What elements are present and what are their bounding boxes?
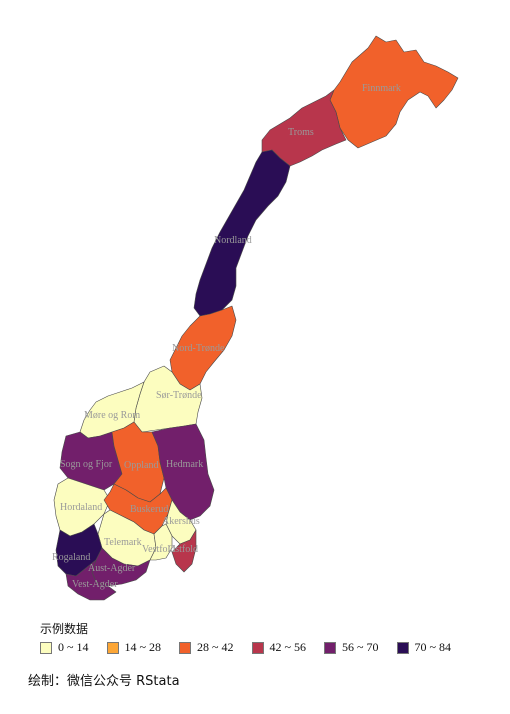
legend-swatch-3 — [179, 641, 191, 654]
legend-item-6: 70 ~ 84 — [396, 640, 452, 655]
region-label-akershus: Akershus — [162, 516, 200, 527]
region-troms — [261, 89, 347, 167]
legend-label-5: 56 ~ 70 — [342, 640, 379, 654]
region-label-vest-agder: Vest-Agder — [72, 579, 118, 590]
legend-label-6: 70 ~ 84 — [414, 640, 452, 654]
region-label-sogn-og-fjordane: Sogn og Fjor — [60, 459, 113, 470]
region-ostfold — [171, 529, 197, 573]
legend-swatch-4 — [251, 641, 264, 654]
region-vestfold — [149, 523, 173, 561]
region-label-troms: Troms — [288, 127, 314, 138]
legend-label-4: 42 ~ 56 — [269, 640, 307, 654]
region-label-buskerud: Buskerud — [130, 504, 168, 515]
legend-label-2: 14 ~ 28 — [124, 640, 162, 654]
region-label-aust-agder: Aust-Agder — [88, 563, 136, 574]
legend-item-3: 28 ~ 42 — [179, 640, 234, 655]
region-label-sor-trondelag: Sør-Trønde — [156, 390, 202, 401]
legend-label-3: 28 ~ 42 — [197, 640, 234, 654]
region-label-vestfold: Vestfold — [142, 544, 175, 555]
legend-item-2: 14 ~ 28 — [106, 640, 162, 655]
region-finnmark — [329, 35, 459, 149]
region-label-hordaland: Hordaland — [60, 502, 102, 513]
region-label-rogaland: Rogaland — [52, 552, 90, 563]
region-hordaland — [53, 477, 111, 537]
caption: 绘制：微信公众号 RStata — [28, 674, 180, 689]
region-label-hedmark: Hedmark — [166, 459, 203, 470]
region-label-more-og-romsdal: Møre og Rom — [84, 410, 140, 421]
legend-title: 示例数据 — [40, 622, 89, 636]
legend-label-1: 0 ~ 14 — [58, 640, 89, 654]
region-label-telemark: Telemark — [104, 537, 142, 548]
legend-swatch-6 — [396, 641, 409, 654]
legend-item-1: 0 ~ 14 — [40, 640, 89, 655]
region-nord-trondelag — [169, 305, 237, 391]
region-vest-agder — [65, 559, 117, 601]
region-label-ostfold: Østfold — [168, 544, 198, 555]
legend-item-4: 42 ~ 56 — [251, 640, 307, 655]
region-hedmark — [151, 423, 215, 521]
region-label-nord-trondelag: Nord-Trønde — [172, 343, 225, 354]
region-label-oppland: Oppland — [124, 460, 158, 471]
region-label-finnmark: Finnmark — [362, 83, 401, 94]
legend-swatch-5 — [324, 641, 336, 654]
region-label-nordland: Nordland — [214, 235, 252, 246]
legend: 0 ~ 14 14 ~ 28 28 ~ 42 42 ~ 56 56 ~ 70 7… — [40, 640, 469, 655]
legend-swatch-1 — [40, 641, 52, 654]
legend-swatch-2 — [106, 641, 119, 654]
region-nordland — [193, 149, 291, 317]
legend-item-5: 56 ~ 70 — [324, 640, 379, 655]
